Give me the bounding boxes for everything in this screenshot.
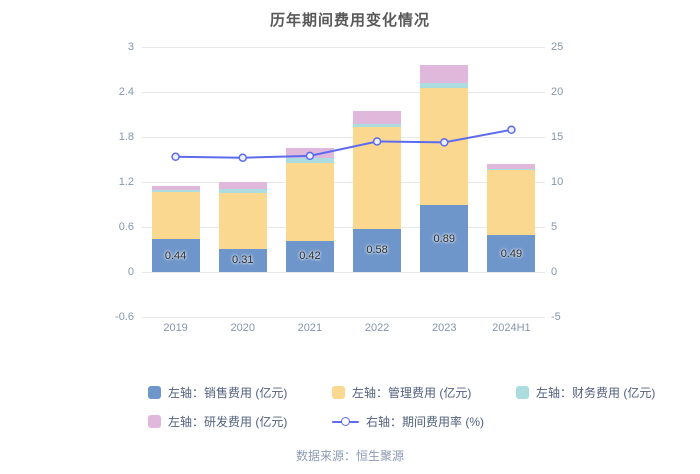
bar-segment[interactable] [218, 188, 267, 194]
gridline [142, 272, 545, 273]
legend-line-swatch [332, 415, 359, 428]
bar-segment[interactable] [218, 182, 267, 189]
gridline [142, 137, 545, 138]
bar-segment[interactable] [487, 235, 536, 272]
legend-item[interactable]: 左轴：研发费用 (亿元) [148, 413, 332, 430]
y-axis-right-tick: 25 [551, 41, 564, 53]
bar-segment[interactable] [151, 185, 200, 191]
rate-line-layer [171, 125, 516, 162]
y-axis-right-tick: 5 [551, 221, 558, 233]
y-axis-left-tick: 1.2 [118, 176, 134, 188]
bar-segment[interactable] [218, 248, 267, 272]
plot-area: 0.44 0.31 0.42 0.58 0.89 0.49 [142, 47, 545, 318]
bar-segment[interactable] [218, 193, 267, 249]
legend-swatch [148, 386, 161, 399]
legend-label: 左轴：财务费用 (亿元) [536, 386, 656, 400]
bar-value-label: 0.89 [433, 232, 455, 245]
bar-segment[interactable] [151, 190, 200, 192]
rate-line[interactable] [175, 128, 512, 159]
x-axis-tick: 2019 [163, 322, 188, 334]
legend-label: 左轴：销售费用 (亿元) [168, 386, 288, 400]
rate-line-marker[interactable] [372, 137, 382, 146]
gridline [142, 227, 545, 228]
bar-segment[interactable] [285, 240, 334, 272]
legend-label: 左轴：管理费用 (亿元) [352, 386, 472, 400]
bar-value-label: 0.31 [232, 254, 254, 267]
x-axis-tick: 2020 [230, 322, 255, 334]
gridline [142, 92, 545, 93]
y-axis-left-tick: -0.6 [115, 311, 134, 323]
bar-value-label: 0.49 [500, 247, 523, 260]
x-axis-tick: 2024H1 [492, 322, 531, 334]
bar-value-label: 0.42 [299, 250, 321, 263]
legend-label: 右轴：期间费用率 (%) [366, 415, 484, 429]
y-axis-left-tick: 2.4 [118, 86, 134, 98]
rate-line-marker[interactable] [305, 151, 315, 161]
bar-segment[interactable] [487, 168, 536, 170]
bar-segment[interactable] [353, 228, 402, 272]
y-axis-left-tick: 0 [127, 266, 134, 278]
bar-segment[interactable] [487, 170, 536, 236]
bar-segment[interactable] [151, 239, 200, 272]
x-axis-tick: 2023 [432, 322, 457, 334]
legend-label: 左轴：研发费用 (亿元) [168, 415, 288, 429]
legend-row-1: 左轴：销售费用 (亿元) 左轴：管理费用 (亿元) 左轴：财务费用 (亿元) [148, 384, 700, 401]
legend-line-dot [341, 417, 350, 426]
legend-swatch [516, 386, 529, 399]
gridline [142, 47, 545, 48]
rate-line-marker[interactable] [171, 152, 180, 162]
y-axis-right-tick: 20 [551, 86, 564, 98]
y-axis-right-tick: 10 [551, 176, 564, 188]
rate-line-marker[interactable] [238, 153, 247, 162]
legend: 左轴：销售费用 (亿元) 左轴：管理费用 (亿元) 左轴：财务费用 (亿元) 左轴：… [148, 384, 700, 442]
bar-segment[interactable] [420, 88, 469, 206]
legend-item[interactable]: 右轴：期间费用率 (%) [332, 413, 516, 430]
y-axis-right-tick: 0 [551, 266, 558, 278]
gridline [142, 182, 545, 183]
y-axis-left-tick: 0.6 [118, 221, 134, 233]
legend-item[interactable]: 左轴：销售费用 (亿元) [148, 384, 332, 401]
legend-row-2: 左轴：研发费用 (亿元) 右轴：期间费用率 (%) [148, 413, 700, 430]
bar-segment[interactable] [151, 191, 200, 239]
bar-segment[interactable] [420, 65, 469, 83]
bar-segment[interactable] [420, 83, 469, 89]
x-axis-tick: 2021 [297, 322, 323, 334]
bar-value-label: 0.44 [164, 249, 187, 262]
y-axis-right-tick: 15 [551, 131, 564, 143]
gridline [142, 317, 545, 318]
legend-item[interactable]: 左轴：管理费用 (亿元) [332, 384, 516, 401]
data-source: 数据来源：恒生聚源 [295, 449, 404, 463]
bar-segment[interactable] [353, 123, 402, 127]
legend-swatch [148, 415, 161, 428]
bar-segment[interactable] [353, 110, 402, 124]
bar-segment[interactable] [285, 162, 334, 241]
bar-segment[interactable] [487, 164, 536, 169]
bar-value-label: 0.58 [366, 244, 388, 257]
bar-segment[interactable] [420, 205, 469, 272]
legend-swatch [332, 386, 345, 399]
chart-title: 历年期间费用变化情况 [269, 12, 430, 29]
x-axis-tick: 2022 [364, 322, 390, 334]
legend-item[interactable]: 左轴：财务费用 (亿元) [516, 384, 700, 401]
y-axis-left-tick: 1.8 [118, 131, 134, 143]
y-axis-left-tick: 3 [127, 41, 134, 53]
rate-line-marker[interactable] [440, 138, 449, 147]
rate-line-marker[interactable] [507, 125, 516, 135]
y-axis-right-tick: -5 [551, 311, 561, 323]
bar-segment[interactable] [285, 158, 334, 163]
